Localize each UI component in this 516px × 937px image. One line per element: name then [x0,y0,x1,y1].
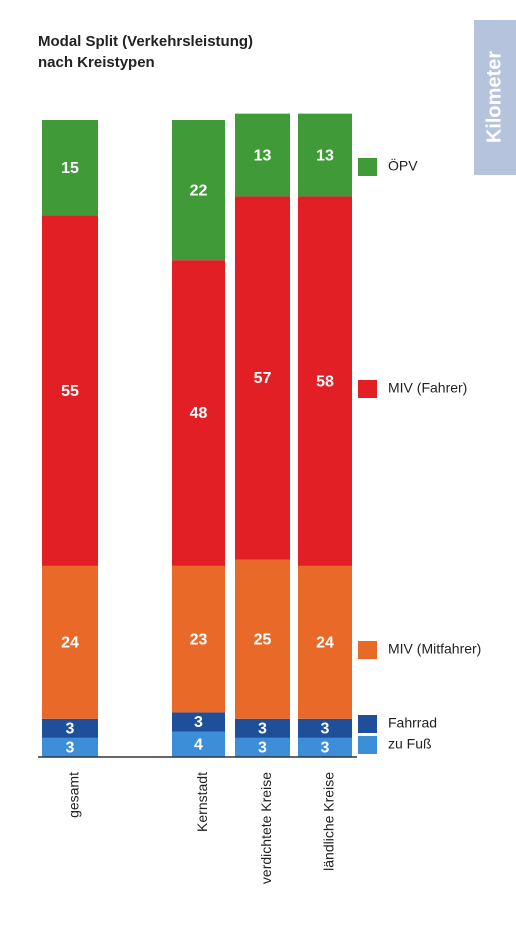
x-tick-label: Kernstadt [194,772,210,832]
legend-label: ÖPV [388,157,418,174]
bar-segment [235,196,290,560]
x-tick-label: ländliche Kreise [321,772,337,871]
data-label: 15 [61,160,79,177]
legend-label: MIV (Fahrer) [388,380,467,396]
legend-label: MIV (Mitfahrer) [388,641,481,657]
data-label: 57 [254,370,272,387]
data-label: 3 [258,740,267,757]
bar-segment [298,565,352,719]
bar-segment [235,113,290,197]
bar-segment [298,196,352,566]
data-label: 3 [321,721,330,738]
data-label: 3 [321,740,330,757]
data-label: 3 [258,721,267,738]
tab [474,20,516,175]
bar-segment [42,718,98,738]
legend-swatch [358,715,377,733]
legend-label: Fahrrad [388,715,437,731]
data-label: 58 [316,373,334,390]
bar-segment [172,120,225,261]
data-label: 48 [190,405,208,422]
data-label: 3 [66,721,75,738]
bar-segment [172,712,225,732]
chart-title: nach Kreistypen [38,54,155,71]
data-label: 22 [190,182,208,199]
data-label: 23 [190,631,208,648]
x-tick-label: verdichtete Kreise [258,772,274,884]
bar-segment [172,565,225,713]
bar-segment [235,718,290,738]
bar-segment [172,731,225,757]
bar-segment [42,215,98,566]
legend-swatch [358,158,377,176]
bar-segment [298,737,352,757]
data-label: 55 [61,383,79,400]
bar-segment [172,260,225,566]
data-label: 3 [66,740,75,757]
data-label: 25 [254,631,272,648]
bar-segment [298,113,352,197]
legend-swatch [358,641,377,659]
legend-swatch [358,380,377,398]
legend-swatch [358,736,377,754]
data-label: 4 [194,736,203,753]
data-label: 13 [254,147,272,164]
tab-label: Kilometer [483,51,505,143]
chart-title: Modal Split (Verkehrsleistung) [38,33,253,50]
data-label: 3 [194,714,203,731]
bar-segment [42,737,98,757]
bar-segment [42,120,98,216]
data-label: 24 [61,635,79,652]
data-label: 24 [316,635,334,652]
bar-segment [235,559,290,719]
legend-label: zu Fuß [388,736,432,752]
data-label: 13 [316,147,334,164]
bar-segment [298,718,352,738]
x-tick-label: gesamt [66,772,82,818]
bar-segment [42,565,98,719]
bar-segment [235,737,290,757]
